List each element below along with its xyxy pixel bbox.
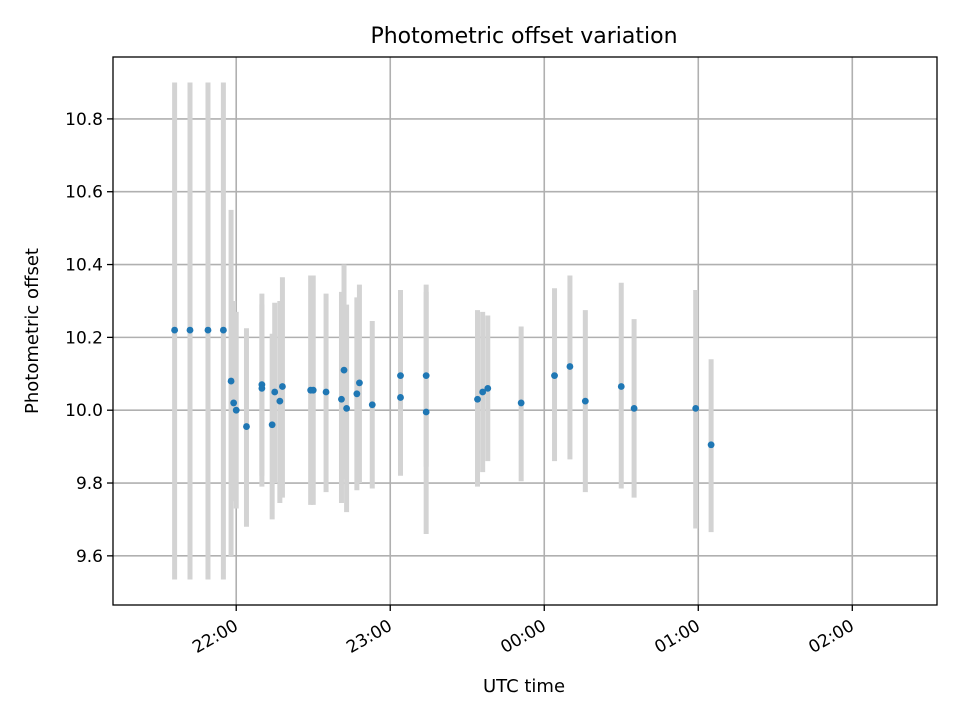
data-point	[630, 404, 638, 412]
data-point	[692, 404, 700, 412]
data-point	[322, 388, 330, 396]
x-tick-label: 02:00	[805, 616, 857, 658]
y-tick-label: 9.6	[76, 547, 103, 567]
data-point	[368, 401, 376, 409]
grid-layer	[113, 57, 937, 605]
y-tick-label: 10.6	[65, 183, 103, 203]
data-point	[219, 326, 227, 334]
data-point	[268, 421, 276, 429]
data-point	[422, 408, 430, 416]
data-point	[204, 326, 212, 334]
data-point	[338, 395, 345, 403]
data-point	[581, 397, 589, 405]
y-tick-label: 10.8	[65, 110, 103, 130]
data-point	[258, 384, 266, 392]
plot-frame	[112, 56, 938, 606]
data-point	[171, 326, 179, 334]
errorbar-layer	[172, 82, 714, 580]
point-layer	[171, 326, 715, 449]
y-axis-ticks: 9.6 9.8 10.0 10.2 10.4 10.6 10.8	[65, 110, 113, 567]
chart-title: Photometric offset variation	[370, 24, 677, 49]
data-point	[343, 404, 350, 412]
data-point	[230, 399, 238, 407]
data-point	[340, 366, 348, 374]
y-tick-label: 10.0	[65, 401, 103, 421]
x-tick-label: 22:00	[189, 616, 241, 658]
data-point	[309, 386, 317, 394]
data-point	[227, 377, 235, 385]
y-tick-label: 10.4	[65, 256, 103, 276]
data-point	[566, 363, 574, 370]
data-point	[353, 390, 361, 398]
data-point	[271, 388, 279, 396]
x-tick-label: 01:00	[651, 616, 703, 658]
data-point	[276, 397, 284, 405]
data-point	[397, 372, 404, 380]
y-tick-label: 9.8	[76, 474, 103, 494]
data-point	[422, 372, 430, 380]
data-point	[186, 326, 194, 334]
data-point	[232, 406, 240, 414]
data-point	[474, 395, 481, 403]
data-point	[617, 383, 625, 390]
y-tick-label: 10.2	[65, 328, 103, 348]
data-point	[484, 384, 492, 392]
data-point	[243, 423, 250, 430]
data-point	[551, 372, 558, 380]
data-point	[707, 441, 715, 449]
y-axis-label: Photometric offset	[22, 248, 43, 414]
x-axis-ticks: 22:00 23:00 00:00 01:00 02:00	[189, 605, 858, 658]
data-point	[397, 394, 404, 401]
data-point	[479, 388, 487, 396]
data-point	[356, 379, 363, 387]
x-tick-label: 23:00	[343, 616, 395, 658]
x-axis-label: UTC time	[483, 676, 565, 697]
data-point	[517, 399, 525, 407]
data-point	[279, 383, 286, 390]
x-tick-label: 00:00	[497, 616, 549, 658]
